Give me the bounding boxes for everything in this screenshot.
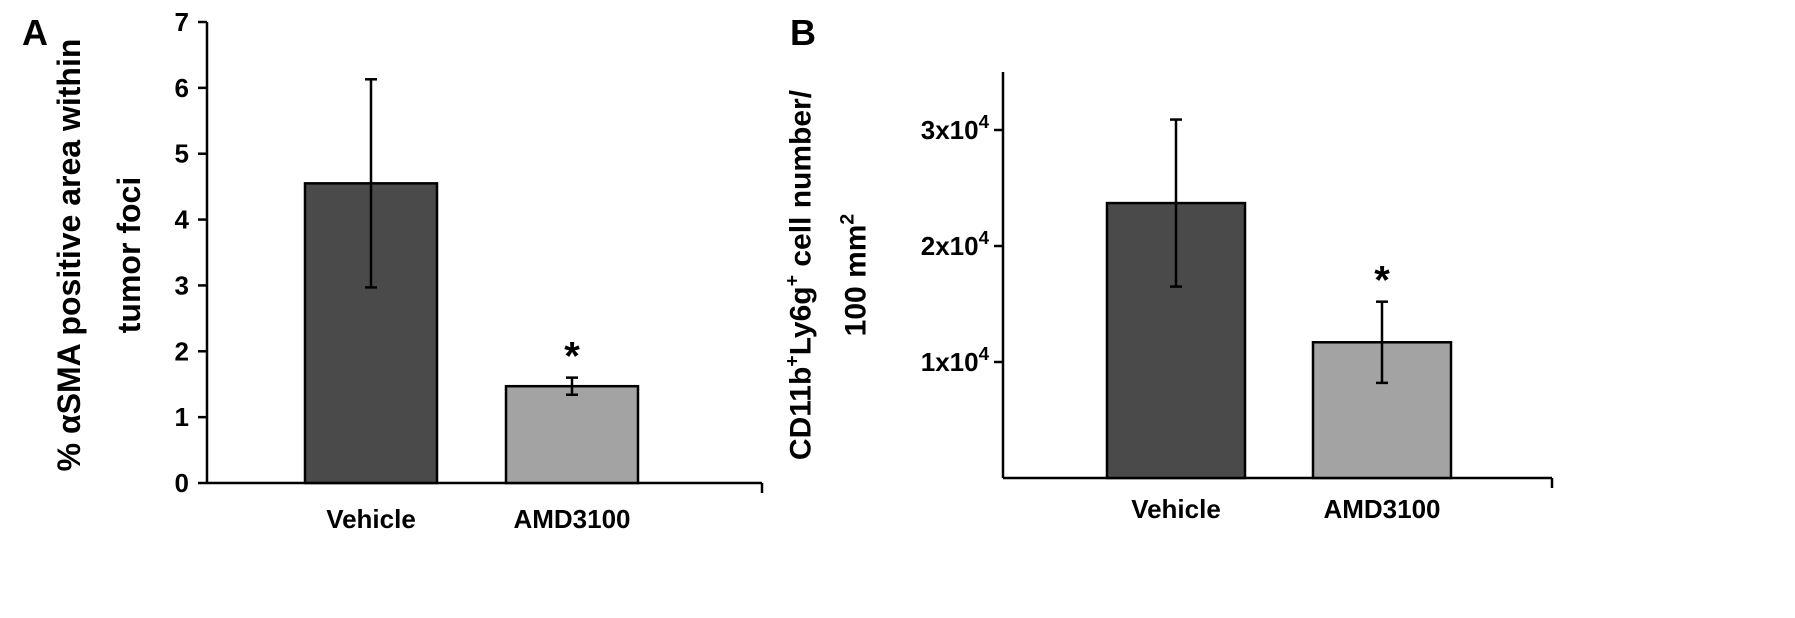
y-axis-title: CD11b+Ly6g+ cell number/ [782, 89, 818, 460]
y-tick-label: 3x104 [921, 111, 990, 145]
bar-amd3100 [504, 384, 640, 485]
y-tick-label: 4 [175, 205, 190, 235]
y-tick-label: 2 [175, 336, 189, 366]
panel-label: B [790, 12, 816, 53]
y-tick-label: 1x104 [921, 343, 990, 377]
y-axis-title: 100 mm2 [837, 214, 873, 337]
chart-panel-a: A 0 1 2 3 4 5 6 7 % αSMA positive area within tumo… [22, 7, 764, 534]
category-label: Vehicle [1131, 494, 1221, 524]
y-tick-label: 1 [175, 402, 189, 432]
category-label: Vehicle [326, 504, 416, 534]
category-label: AMD3100 [513, 504, 630, 534]
y-tick-label: 2x104 [921, 227, 990, 261]
y-axis-title: % αSMA positive area within [51, 39, 87, 472]
bar-amd3100 [1311, 341, 1453, 480]
y-axis-title: tumor foci [111, 177, 147, 333]
y-tick-label: 6 [175, 73, 189, 103]
y-tick-label: 0 [175, 468, 189, 498]
y-tick-label: 5 [175, 139, 189, 169]
significance-marker: * [564, 335, 580, 379]
y-tick-label: 3 [175, 270, 189, 300]
category-label: AMD3100 [1323, 494, 1440, 524]
chart-panel-b: B 1x104 2x104 3x104 CD11b+Ly6g+ cell number/… [782, 12, 1554, 524]
y-tick-label: 7 [175, 7, 189, 37]
significance-marker: * [1374, 259, 1390, 303]
panel-label: A [22, 12, 48, 53]
